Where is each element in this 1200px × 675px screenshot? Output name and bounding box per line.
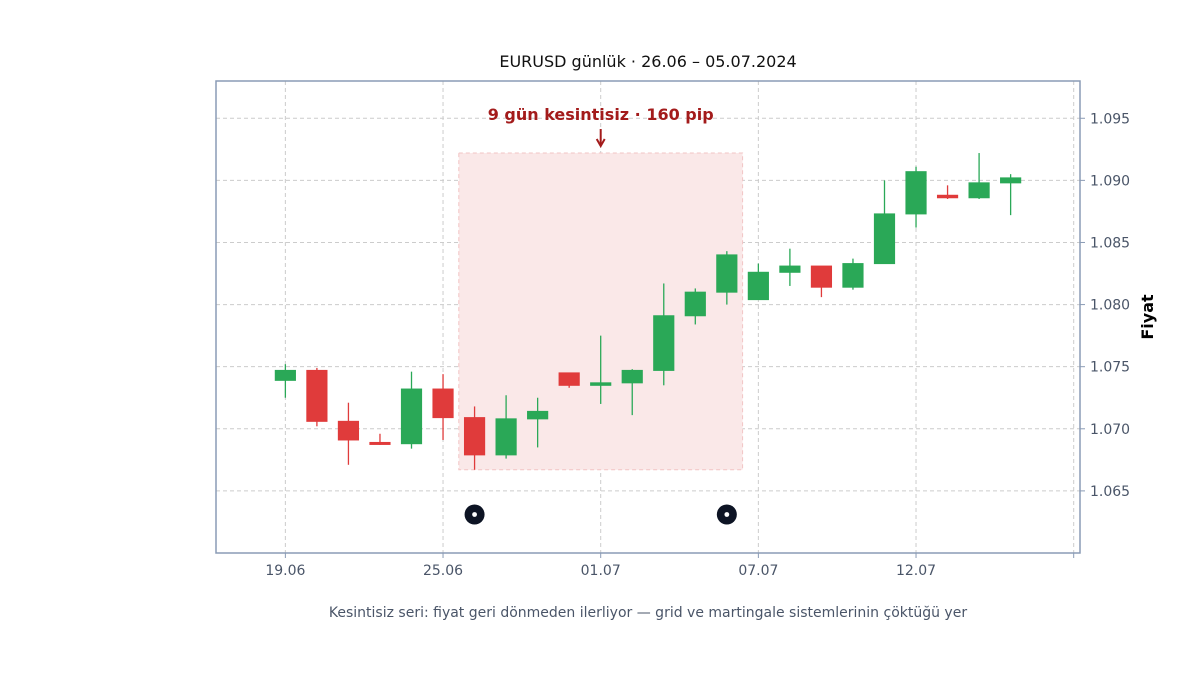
- candle-body: [873, 213, 896, 265]
- candle: [684, 288, 706, 325]
- candle: [590, 335, 612, 404]
- x-tick-label: 12.07: [896, 563, 936, 579]
- marker-center: [472, 512, 477, 517]
- x-tick-label: 01.07: [581, 563, 621, 579]
- candle: [747, 263, 769, 301]
- candle: [810, 265, 833, 298]
- candle: [527, 397, 549, 448]
- candle: [1000, 174, 1022, 216]
- candle-body: [936, 194, 959, 199]
- candle-body: [621, 369, 643, 384]
- chart-caption: Kesintisiz seri: fiyat geri dönmeden ile…: [329, 605, 967, 621]
- candle-body: [716, 254, 738, 293]
- candle-body: [1000, 177, 1022, 184]
- y-axis-label: Fiyat: [1138, 294, 1157, 340]
- candle-body: [495, 418, 517, 456]
- candle: [873, 180, 896, 265]
- candle: [968, 153, 990, 199]
- candle-layer: [274, 153, 1022, 470]
- axis-layer: 1.065 1.070 1.075 1.080 1.085 1.090 1.095 19.06…: [265, 111, 1130, 579]
- y-tick-label: 1.090: [1090, 173, 1130, 189]
- candle-body: [306, 369, 328, 422]
- candle-body: [432, 388, 454, 419]
- y-tick-label: 1.075: [1090, 360, 1130, 376]
- candle-body: [558, 372, 580, 386]
- candle: [495, 395, 517, 459]
- x-tick-label: 07.07: [738, 563, 778, 579]
- streak-marker: [464, 504, 485, 525]
- candle: [716, 251, 738, 305]
- x-tick-label: 25.06: [423, 563, 463, 579]
- streak-marker: [716, 504, 737, 525]
- candle-body: [463, 417, 486, 456]
- candle-body: [779, 265, 801, 273]
- annotation-layer: 9 gün kesintisiz · 160 pip: [488, 105, 714, 149]
- y-tick-label: 1.080: [1090, 298, 1130, 314]
- marker-center: [724, 512, 730, 517]
- candle: [779, 248, 801, 286]
- candle: [842, 258, 864, 290]
- candle: [400, 371, 423, 449]
- y-tick-label: 1.065: [1090, 484, 1130, 500]
- annotation-arrow-head: [595, 138, 606, 149]
- plot-frame: [215, 80, 1081, 554]
- candle: [274, 364, 296, 398]
- candle-body: [400, 388, 423, 445]
- candle-body: [905, 171, 927, 215]
- candle: [369, 433, 391, 445]
- chart-title: EURUSD günlük · 26.06 – 05.07.2024: [499, 52, 796, 71]
- candle-body: [590, 382, 612, 386]
- candle: [558, 372, 580, 388]
- candle-body: [684, 291, 706, 317]
- candle-body: [527, 410, 549, 420]
- candle-body: [337, 420, 360, 441]
- candle-body: [842, 263, 864, 288]
- candle: [306, 367, 328, 427]
- y-tick-label: 1.085: [1090, 235, 1130, 251]
- candle-body: [274, 369, 296, 381]
- candle: [463, 406, 486, 470]
- candle: [653, 283, 675, 386]
- candle: [905, 166, 927, 228]
- candle: [337, 402, 360, 465]
- candle-body: [968, 182, 990, 199]
- candle: [432, 374, 454, 440]
- candle-body: [653, 315, 675, 371]
- candle-body: [810, 265, 833, 288]
- annotation-text: 9 gün kesintisiz · 160 pip: [488, 105, 714, 124]
- candle: [621, 369, 643, 416]
- candle: [936, 185, 959, 199]
- candle-body: [747, 271, 769, 301]
- x-tick-label: 19.06: [265, 563, 305, 579]
- grid-layer: [216, 81, 1080, 553]
- marker-layer: [464, 504, 737, 525]
- y-tick-label: 1.095: [1090, 111, 1130, 127]
- candle-body: [369, 441, 391, 445]
- y-tick-label: 1.070: [1090, 422, 1130, 438]
